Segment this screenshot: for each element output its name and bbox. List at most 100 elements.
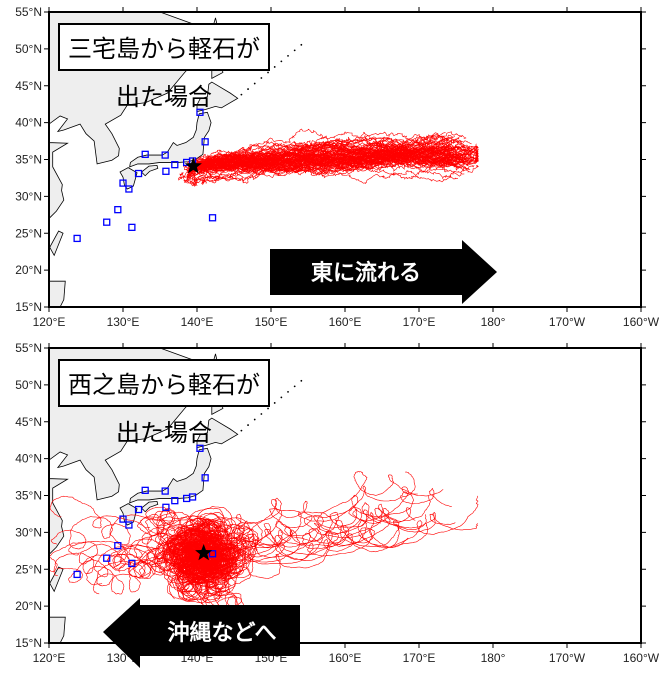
lon-tick-label: 170°E [403,651,436,665]
land-area [49,280,66,307]
island-dot [273,66,276,68]
land-area [119,167,138,190]
trajectory-line [49,495,219,555]
square-icon [119,515,127,523]
trajectory-line [145,506,210,553]
lat-tick-label: 40°N [15,452,42,466]
land-area [49,230,64,257]
island-dot [253,82,256,85]
square-icon [103,554,111,562]
island-dot [293,385,296,388]
lon-tick-label: 160°E [329,315,362,329]
land-area [196,417,239,449]
trajectory-line [204,487,452,560]
island-dot [300,43,303,46]
star-icon [184,157,202,174]
island-dot [267,71,269,74]
trajectory-line [178,550,242,617]
square-icon [196,108,204,116]
lat-tick-label: 45°N [15,415,42,429]
square-icon [103,218,111,226]
square-icon [73,234,81,243]
land-area [129,447,212,504]
land-area [129,111,212,168]
lat-tick-label: 35°N [15,489,42,503]
square-icon [208,214,217,222]
land-area [140,500,159,513]
island-dot [287,54,289,57]
square-icon [171,161,179,169]
lon-tick-label: 120°E [33,651,66,665]
island-dot [280,60,283,63]
island-dot [253,418,256,421]
lat-tick-label: 15°N [15,636,42,650]
island-dot [280,396,283,399]
trajectory-line [179,544,236,599]
square-icon [201,138,209,146]
island-dot [287,390,289,393]
lon-tick-label: 120°E [33,315,66,329]
island-dot [247,424,249,426]
trajectory-line [49,541,202,572]
trajectory-line [201,471,416,552]
lat-tick-label: 50°N [15,42,42,56]
trajectory-line [203,503,399,568]
square-icon [171,497,179,505]
trajectory-line [193,161,465,184]
trajectories [49,471,479,617]
square-icon [141,150,149,158]
lat-tick-label: 35°N [15,153,42,167]
lat-tick-label: 30°N [15,525,42,539]
trajectory-line [192,159,389,185]
square-icon [161,487,169,495]
square-icon [134,169,143,178]
lat-tick-label: 20°N [15,263,42,277]
arrow-right: 東に流れる [270,240,497,304]
square-icon [128,559,136,567]
square-icon [119,179,127,187]
lon-tick-label: 170°E [403,315,436,329]
island-dot [260,77,263,79]
island-dot [293,49,296,52]
trajectory-line [205,495,431,554]
lon-tick-label: 160°E [329,651,362,665]
island-dot [247,88,249,90]
lat-tick-label: 55°N [15,5,42,19]
trajectory-line [205,513,479,556]
lon-tick-label: 170°W [549,315,586,329]
island-dot [300,379,303,382]
square-icon [114,205,122,214]
lat-tick-label: 20°N [15,599,42,613]
trajectory-line [195,128,473,167]
square-icon [161,151,169,159]
lat-tick-label: 45°N [15,79,42,93]
square-icon [201,474,209,482]
arrow-label: 東に流れる [311,260,421,286]
trajectory-line [193,148,470,176]
square-icon [125,185,133,193]
land-area [119,503,138,526]
lon-tick-label: 160°W [623,651,660,665]
trajectories [178,128,480,187]
arrow-shape [270,240,497,304]
trajectory-line [196,536,247,577]
trajectory-line [185,515,227,564]
square-icon [73,570,81,579]
lat-tick-label: 55°N [15,341,42,355]
island-dot [267,407,269,410]
square-icon [114,542,122,550]
square-icon [182,494,191,503]
lon-tick-label: 180° [481,651,506,665]
lon-tick-label: 150°E [255,315,288,329]
lon-tick-label: 140°E [181,315,214,329]
lon-tick-label: 180° [481,315,506,329]
land-area [49,566,64,593]
trajectory-line [200,544,244,579]
island-dot [240,93,243,96]
trajectory-line [68,532,207,572]
land-area [140,164,159,177]
arrow-label: 沖縄などへ [168,621,277,646]
square-icon [141,486,149,494]
trajectory-line [197,523,400,579]
